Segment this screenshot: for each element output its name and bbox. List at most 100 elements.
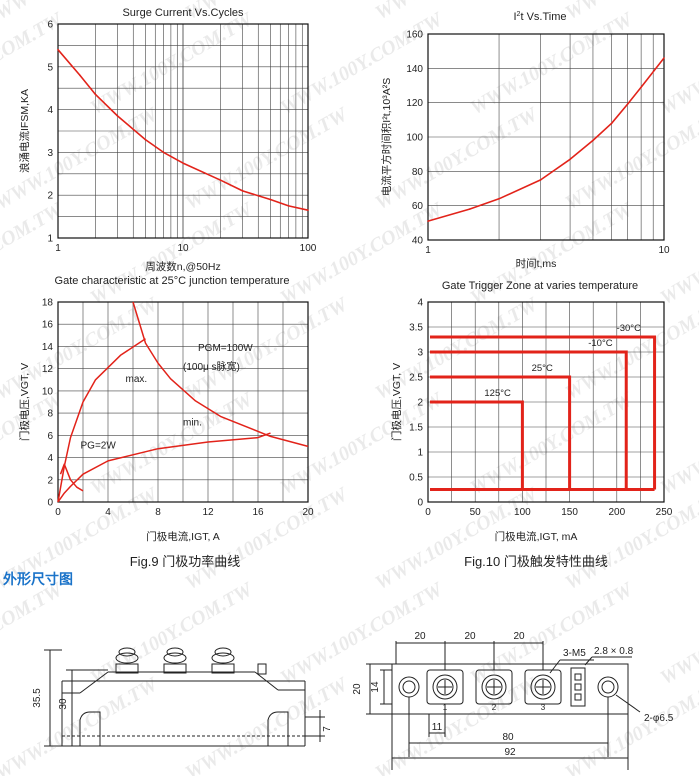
data-point: [241, 190, 244, 192]
data-point: [116, 115, 119, 117]
data-point: [269, 198, 272, 201]
data-point: [162, 151, 165, 154]
zone-temp-label: -30°C: [617, 323, 642, 334]
plot-frame: [427, 301, 665, 503]
terminal-2-screw-icon: [481, 674, 507, 700]
y-tick-label: 1: [47, 234, 53, 245]
watermark-text: WWW.100Y.COM.TW: [372, 103, 543, 214]
y-tick-label: 3.5: [409, 323, 423, 334]
data-point: [144, 138, 147, 141]
x-tick-label: 200: [608, 507, 625, 518]
x-tick-label: 50: [470, 507, 482, 518]
y-axis-label: 浪涌电流IFSM,KA: [18, 89, 31, 173]
y-tick-label: 8: [47, 409, 53, 420]
y-tick-label: 3: [417, 348, 423, 359]
y-tick-label: 12: [42, 364, 54, 375]
annotation-pulse: (100μ s脉宽): [183, 360, 240, 373]
y-tick-label: 6: [47, 20, 53, 31]
data-point: [468, 208, 471, 210]
watermark-text: WWW.100Y.COM.TW: [0, 578, 67, 689]
y-axis-label: 门极电压,VGT, V: [390, 363, 403, 441]
y-tick-label: 160: [406, 30, 423, 41]
x-tick-label: 150: [561, 507, 578, 518]
watermark-text: WWW.100Y.COM.TW: [467, 578, 638, 689]
gate-tabs: [570, 667, 586, 707]
data-point: [307, 209, 309, 211]
series-pgm100w: [132, 301, 309, 448]
watermark-text: WWW.100Y.COM.TW: [562, 483, 699, 594]
y-tick-label: 0: [47, 498, 53, 509]
annotation-min: min.: [183, 417, 202, 428]
watermark-text: WWW.100Y.COM.TW: [0, 8, 67, 119]
fig10-caption: Fig.10 门极触发特性曲线: [464, 554, 608, 569]
x-tick-label: 16: [252, 507, 264, 518]
dim-holes: 80: [502, 732, 514, 743]
annotation-max: max.: [126, 374, 148, 385]
watermark-text: WWW.100Y.COM.TW: [562, 673, 699, 776]
watermark-text: WWW.100Y.COM.TW: [467, 388, 638, 499]
annotation-pgm: PGM=100W: [198, 343, 253, 354]
x-tick-label: 100: [300, 243, 317, 254]
title-prefix: I: [513, 11, 516, 23]
annotation-pg: PG=2W: [81, 441, 117, 452]
watermark-text: WWW.100Y.COM.TW: [562, 103, 699, 214]
zone-temp-label: 125°C: [484, 388, 511, 399]
x-axis-label: 门极电流,IGT, A: [146, 530, 220, 543]
data-point: [182, 162, 184, 164]
y-tick-label: 4: [47, 453, 53, 464]
chart-i2t: 1 10 40 60 80 100 120 140 160 I2t Vs.Time 时间t,ms 电流…: [380, 11, 670, 270]
watermark-text: WWW.100Y.COM.TW: [87, 8, 258, 119]
y-tick-label: 16: [42, 320, 54, 331]
data-point: [626, 103, 629, 106]
y-tick-label: 2: [417, 398, 423, 409]
terminal-screw-3: [211, 647, 235, 674]
data-point: [427, 220, 429, 222]
terminal-1-screw-icon: [432, 674, 458, 700]
dim-mount: 2-φ6.5: [644, 713, 674, 724]
terminal-screw-2: [163, 647, 187, 674]
plot-frame: [427, 33, 665, 241]
x-tick-label: 20: [302, 507, 314, 518]
dim-length: 92: [504, 747, 516, 758]
side-view-drawing: [44, 647, 325, 747]
x-axis-label: 门极电流,IGT, mA: [495, 530, 578, 543]
x-axis-label: 周波数n,@50Hz: [145, 260, 220, 273]
data-point: [610, 122, 613, 125]
dim-pitch-2: 20: [464, 631, 476, 642]
data-point: [592, 139, 594, 142]
section-title: 外形尺寸图: [3, 571, 73, 587]
x-tick-label: 100: [514, 507, 531, 518]
y-tick-label: 2.5: [409, 373, 423, 384]
dim-tab: 2.8 × 0.8: [594, 646, 634, 657]
plot-frame: [57, 23, 309, 239]
chart-title: Surge Current Vs.Cycles: [122, 7, 244, 19]
y-tick-label: 2: [47, 475, 53, 486]
data-point: [498, 198, 500, 200]
watermark-text: WWW.100Y.COM.TW: [657, 388, 699, 499]
chart-zone: 0 50 100 150 200 250 0 0.5 1 1.5 2 2.5 3 3.5 4 Gate Tri…: [390, 280, 673, 543]
chart-title: I2t Vs.Time: [513, 11, 566, 23]
pin-label-1: 1: [443, 703, 448, 712]
y-tick-label: 10: [42, 386, 54, 397]
y-tick-label: 1: [417, 448, 423, 459]
chart-surge: 1 10 100 1 2 3 4 5 6 Surge Current Vs.Cycles 周波数n,…: [18, 7, 317, 273]
series-max: [57, 338, 146, 503]
x-tick-label: 1: [425, 245, 431, 256]
series-pg2w: [59, 463, 84, 492]
x-tick-label: 0: [425, 507, 431, 518]
y-tick-label: 60: [412, 201, 424, 212]
dim-pitch-1: 20: [414, 631, 426, 642]
x-tick-label: 1: [55, 243, 61, 254]
y-tick-label: 14: [42, 342, 54, 353]
zone-boundary: [430, 350, 628, 490]
dim-screw: 3-M5: [563, 648, 586, 659]
data-point: [539, 179, 542, 181]
data-point: [663, 57, 665, 59]
data-point: [287, 205, 290, 207]
watermark-text: WWW.100Y.COM.TW: [0, 673, 162, 776]
watermark-text: WWW.100Y.COM.TW: [657, 578, 699, 689]
watermark-text: WWW.100Y.COM.TW: [0, 388, 67, 499]
